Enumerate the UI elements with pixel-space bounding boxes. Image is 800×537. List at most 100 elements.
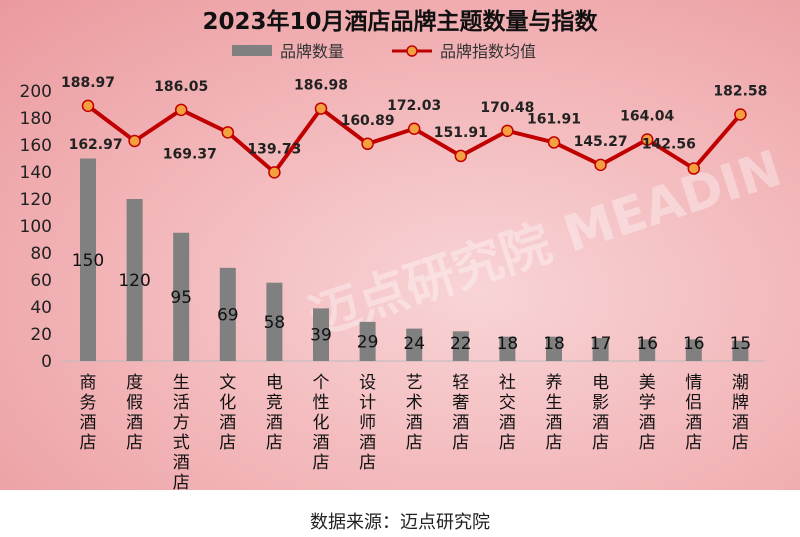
- x-category-label: 潮: [732, 373, 749, 393]
- bar-value-label: 15: [730, 334, 752, 354]
- line-value-label: 186.05: [154, 79, 208, 95]
- bar-value-label: 16: [636, 334, 658, 354]
- x-category-label: 店: [639, 433, 656, 453]
- x-category-label: 务: [80, 393, 97, 413]
- legend-line-marker: [406, 45, 418, 57]
- bar-value-label: 58: [264, 313, 286, 333]
- line-point: [594, 158, 607, 172]
- x-category-label: 店: [126, 433, 143, 453]
- x-category-label: 生: [546, 393, 563, 413]
- x-category-label: 设: [359, 373, 376, 393]
- line-point: [407, 122, 421, 136]
- x-category-label: 式: [173, 433, 190, 453]
- y-tick-label: 40: [30, 298, 52, 318]
- x-category-label: 竞: [266, 393, 283, 413]
- x-category-label: 店: [173, 473, 190, 490]
- bar-value-label: 18: [543, 334, 565, 354]
- line-point: [687, 162, 701, 175]
- x-category-label: 店: [546, 433, 563, 453]
- x-category-label: 酒: [126, 413, 143, 433]
- x-category-label: 奢: [452, 393, 469, 413]
- line-point: [81, 99, 95, 113]
- bar: [639, 339, 656, 361]
- bar: [266, 282, 283, 361]
- bar-value-label: 16: [683, 334, 705, 354]
- bar-value-label: 29: [357, 332, 379, 352]
- bar: [452, 331, 469, 361]
- x-category-label: 店: [359, 453, 376, 473]
- bar: [685, 339, 702, 361]
- y-tick-label: 80: [30, 244, 52, 264]
- x-category-label: 活: [173, 393, 190, 413]
- chart-title: 2023年10月酒店品牌主题数量与指数: [202, 8, 598, 35]
- x-category-label: 店: [219, 433, 236, 453]
- x-category-label: 影: [592, 393, 609, 413]
- line-value-label: 164.04: [620, 109, 674, 125]
- x-category-label: 酒: [219, 413, 236, 433]
- bar: [219, 267, 236, 361]
- chart: 迈点研究院 MEADIN ACADEMY2023年10月酒店品牌主题数量与指数品…: [19, 8, 768, 490]
- x-category-label: 酒: [732, 413, 749, 433]
- x-category-label: 方: [173, 413, 190, 433]
- bar: [173, 232, 190, 361]
- y-tick-label: 60: [30, 271, 52, 291]
- x-category-label: 术: [406, 393, 423, 413]
- x-category-label: 学: [639, 393, 656, 413]
- x-category-label: 店: [406, 433, 423, 453]
- y-tick-label: 20: [30, 325, 52, 345]
- line-point: [128, 134, 141, 148]
- x-category-label: 度: [126, 373, 143, 393]
- line-value-label: 186.98: [294, 78, 348, 94]
- x-category-label: 酒: [313, 433, 330, 453]
- x-category-label: 店: [732, 433, 749, 453]
- x-category-label: 美: [639, 373, 656, 393]
- x-category-label: 店: [80, 433, 97, 453]
- bar-value-label: 150: [72, 251, 104, 271]
- x-category-label: 化: [313, 413, 330, 433]
- line-point: [640, 133, 654, 146]
- legend-label-count: 品牌数量: [280, 42, 344, 61]
- x-category-label: 文: [219, 373, 236, 393]
- line-value-label: 142.56: [642, 137, 696, 153]
- x-category-label: 个: [313, 373, 330, 393]
- y-tick-label: 200: [20, 82, 52, 102]
- x-category-label: 店: [452, 433, 469, 453]
- y-tick-label: 100: [20, 217, 52, 237]
- line-point: [501, 124, 514, 138]
- y-tick-label: 0: [41, 352, 52, 372]
- line-point: [314, 102, 328, 115]
- x-category-label: 酒: [592, 413, 609, 433]
- x-category-label: 社: [499, 373, 516, 393]
- y-tick-label: 180: [20, 109, 52, 129]
- bar-value-label: 69: [217, 305, 239, 325]
- x-category-label: 酒: [359, 433, 376, 453]
- line-value-label: 170.48: [480, 100, 534, 116]
- bar: [126, 199, 143, 361]
- x-category-label: 店: [685, 433, 702, 453]
- bar-value-label: 22: [450, 334, 472, 354]
- x-category-label: 性: [313, 393, 330, 413]
- bar: [732, 340, 749, 361]
- x-category-label: 养: [546, 373, 563, 393]
- line-value-label: 182.58: [713, 84, 767, 100]
- x-category-label: 酒: [406, 413, 423, 433]
- line-value-label: 160.89: [341, 113, 395, 129]
- x-category-label: 商: [80, 373, 97, 393]
- line-value-label: 145.27: [574, 134, 628, 150]
- line-point: [174, 103, 188, 117]
- x-category-label: 酒: [452, 413, 469, 433]
- x-category-label: 交: [499, 393, 516, 413]
- line-point: [734, 108, 747, 121]
- x-category-label: 店: [313, 453, 330, 473]
- bar: [359, 321, 376, 361]
- legend-bar-swatch: [232, 45, 272, 56]
- line-value-label: 139.73: [247, 141, 301, 157]
- x-category-label: 假: [126, 393, 143, 413]
- line-point: [221, 126, 235, 139]
- x-category-label: 酒: [685, 413, 702, 433]
- x-category-label: 酒: [266, 413, 283, 433]
- y-tick-label: 140: [20, 163, 52, 183]
- x-category-label: 电: [592, 373, 609, 393]
- line-value-label: 172.03: [387, 98, 441, 114]
- y-tick-label: 160: [20, 136, 52, 156]
